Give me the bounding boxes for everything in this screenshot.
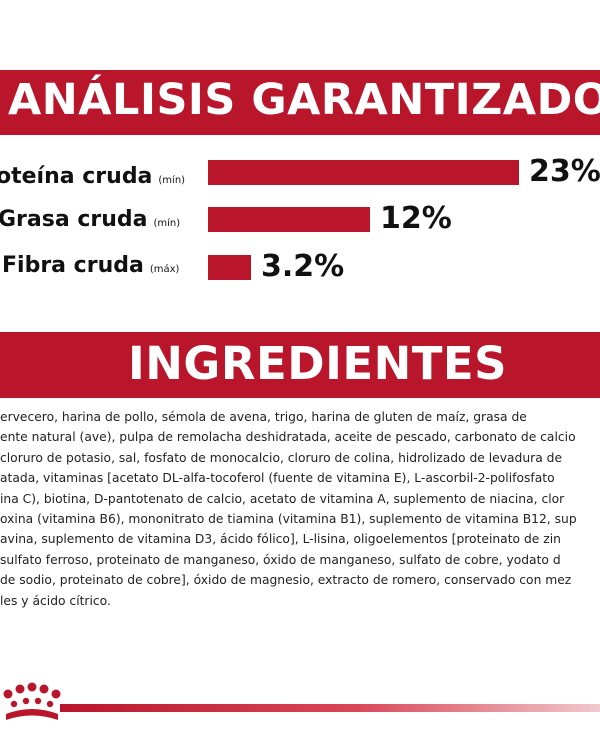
fiber-name: Fibra cruda [2, 253, 144, 278]
fat-bar [208, 207, 370, 232]
ingredients-line: ina C), biotina, D-pantotenato de calcio… [0, 491, 565, 506]
ingredients-line: avina, suplemento de vitamina D3, ácido … [0, 532, 561, 547]
footer-rule [60, 704, 600, 712]
ingredients-line: atada, vitaminas [acetato DL-alfa-tocofe… [0, 471, 555, 486]
fiber-value: 3.2% [261, 249, 345, 284]
protein-value: 23% [529, 154, 600, 189]
analysis-title: ANÁLISIS GARANTIZADO [8, 75, 600, 125]
fat-value: 12% [380, 201, 452, 236]
royal-canin-crown-icon [3, 682, 61, 720]
ingredients-line: les y ácido cítrico. [0, 593, 111, 608]
fat-label: Grasa cruda (mín) [0, 207, 180, 232]
fiber-unit: (máx) [149, 264, 180, 275]
protein-label: oteína cruda (mín) [0, 164, 185, 189]
ingredients-line: ente natural (ave), pulpa de remolacha d… [0, 430, 576, 445]
ingredients-banner: INGREDIENTES [0, 332, 600, 398]
fiber-bar [208, 255, 251, 280]
fiber-label: Fibra cruda (máx) [2, 253, 179, 278]
ingredients-line: ervecero, harina de pollo, sémola de ave… [0, 410, 527, 424]
protein-bar [208, 160, 519, 185]
protein-name: oteína cruda [0, 164, 153, 189]
ingredients-title: INGREDIENTES [128, 337, 508, 390]
ingredients-line: oxina (vitamina B6), mononitrato de tiam… [0, 511, 577, 526]
ingredients-text: ervecero, harina de pollo, sémola de ave… [0, 407, 600, 611]
analysis-banner: ANÁLISIS GARANTIZADO [0, 70, 600, 135]
fat-name: Grasa cruda [0, 207, 148, 232]
ingredients-line: sulfato ferroso, proteinato de manganeso… [0, 552, 561, 567]
ingredients-line: de sodio, proteinato de cobre], óxido de… [0, 573, 572, 588]
ingredients-line: cloruro de potasio, sal, fosfato de mono… [0, 450, 563, 465]
fat-unit: (mín) [153, 218, 181, 229]
protein-unit: (mín) [158, 175, 186, 186]
